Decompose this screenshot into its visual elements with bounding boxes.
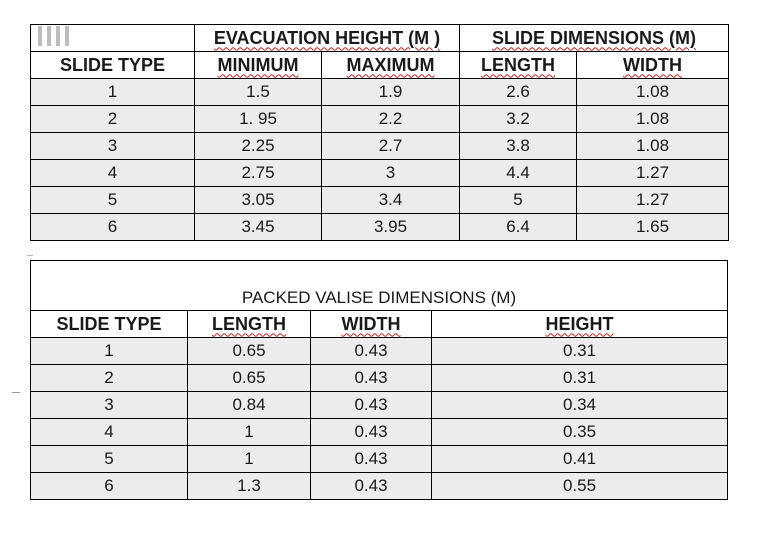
column-header-length: LENGTH (459, 51, 578, 79)
cell: 1.27 (576, 186, 730, 214)
cell: 1.5 (194, 78, 322, 106)
table-row: 2 0.65 0.43 0.31 (30, 364, 728, 392)
table-row: 2 1. 95 2.2 3.2 1.08 (30, 105, 730, 133)
evacuation-slide-table: EVACUATION HEIGHT (M ) SLIDE DIMENSIONS … (30, 24, 730, 241)
cell: 0.43 (310, 472, 432, 500)
cell: 0.55 (431, 472, 728, 500)
margin-marker (27, 255, 33, 256)
cell: 2 (30, 364, 188, 392)
column-header-maximum: MAXIMUM (320, 51, 461, 79)
cell: 3.45 (194, 213, 322, 241)
cell: 0.31 (431, 364, 728, 392)
cell: 4 (30, 418, 188, 446)
column-header-length: LENGTH (187, 310, 311, 338)
cell: 1 (30, 337, 188, 365)
cell: 5 (459, 186, 578, 214)
cell: 3 (30, 391, 188, 419)
cell: 2.7 (320, 132, 461, 160)
empty-header-cell (30, 24, 195, 52)
cell: 1.08 (576, 105, 730, 133)
cell: 1 (187, 445, 311, 473)
column-header-slide-type: SLIDE TYPE (30, 51, 195, 79)
table-row: 6 3.45 3.95 6.4 1.65 (30, 213, 730, 241)
cell: 0.43 (310, 445, 432, 473)
cell: 5 (30, 445, 188, 473)
cell: 0.65 (187, 337, 311, 365)
group-header-slide-dimensions: SLIDE DIMENSIONS (M) (459, 24, 730, 52)
cell: 5 (30, 186, 195, 214)
cell: 3.4 (320, 186, 461, 214)
cell: 0.34 (431, 391, 728, 419)
cell: 0.43 (310, 337, 432, 365)
cell: 6.4 (459, 213, 578, 241)
cell: 0.31 (431, 337, 728, 365)
table-row: 5 3.05 3.4 5 1.27 (30, 186, 730, 214)
column-header-width: WIDTH (576, 51, 730, 79)
cell: 3 (320, 159, 461, 187)
cell: 0.41 (431, 445, 728, 473)
cell: 3.8 (459, 132, 578, 160)
cell: 4 (30, 159, 195, 187)
table-row: 1 0.65 0.43 0.31 (30, 337, 728, 365)
cell: 2 (30, 105, 195, 133)
cell: 1.08 (576, 78, 730, 106)
column-header-minimum: MINIMUM (194, 51, 322, 79)
cell: 1.08 (576, 132, 730, 160)
cell: 6 (30, 472, 188, 500)
cell: 1 (187, 418, 311, 446)
cell: 3.95 (320, 213, 461, 241)
cell: 1.27 (576, 159, 730, 187)
cell: 0.43 (310, 391, 432, 419)
cell: 3.2 (459, 105, 578, 133)
table-title: PACKED VALISE DIMENSIONS (M) (30, 260, 728, 311)
cell: 0.65 (187, 364, 311, 392)
cell: 1.3 (187, 472, 311, 500)
cell: 0.35 (431, 418, 728, 446)
cell: 0.43 (310, 364, 432, 392)
cell: 6 (30, 213, 195, 241)
cell: 1.9 (320, 78, 461, 106)
column-header-width: WIDTH (310, 310, 432, 338)
column-header-height: HEIGHT (431, 310, 728, 338)
column-header-slide-type: SLIDE TYPE (30, 310, 188, 338)
cell: 2.6 (459, 78, 578, 106)
table-row: 3 0.84 0.43 0.34 (30, 391, 728, 419)
table-row: 5 1 0.43 0.41 (30, 445, 728, 473)
cell: 2.25 (194, 132, 322, 160)
cell: 0.84 (187, 391, 311, 419)
cell: 1. 95 (194, 105, 322, 133)
cell: 4.4 (459, 159, 578, 187)
table-row: 4 2.75 3 4.4 1.27 (30, 159, 730, 187)
table-row: 6 1.3 0.43 0.55 (30, 472, 728, 500)
margin-marker (12, 392, 20, 393)
cell: 1 (30, 78, 195, 106)
cell: 3.05 (194, 186, 322, 214)
cell: 1.65 (576, 213, 730, 241)
table-row: 1 1.5 1.9 2.6 1.08 (30, 78, 730, 106)
table-row: 3 2.25 2.7 3.8 1.08 (30, 132, 730, 160)
cell: 2.2 (320, 105, 461, 133)
table-row: 4 1 0.43 0.35 (30, 418, 728, 446)
packed-valise-table: PACKED VALISE DIMENSIONS (M) SLIDE TYPE … (30, 260, 728, 500)
cell: 3 (30, 132, 195, 160)
cell: 0.43 (310, 418, 432, 446)
group-header-evacuation-height: EVACUATION HEIGHT (M ) (193, 24, 461, 52)
cell: 2.75 (194, 159, 322, 187)
